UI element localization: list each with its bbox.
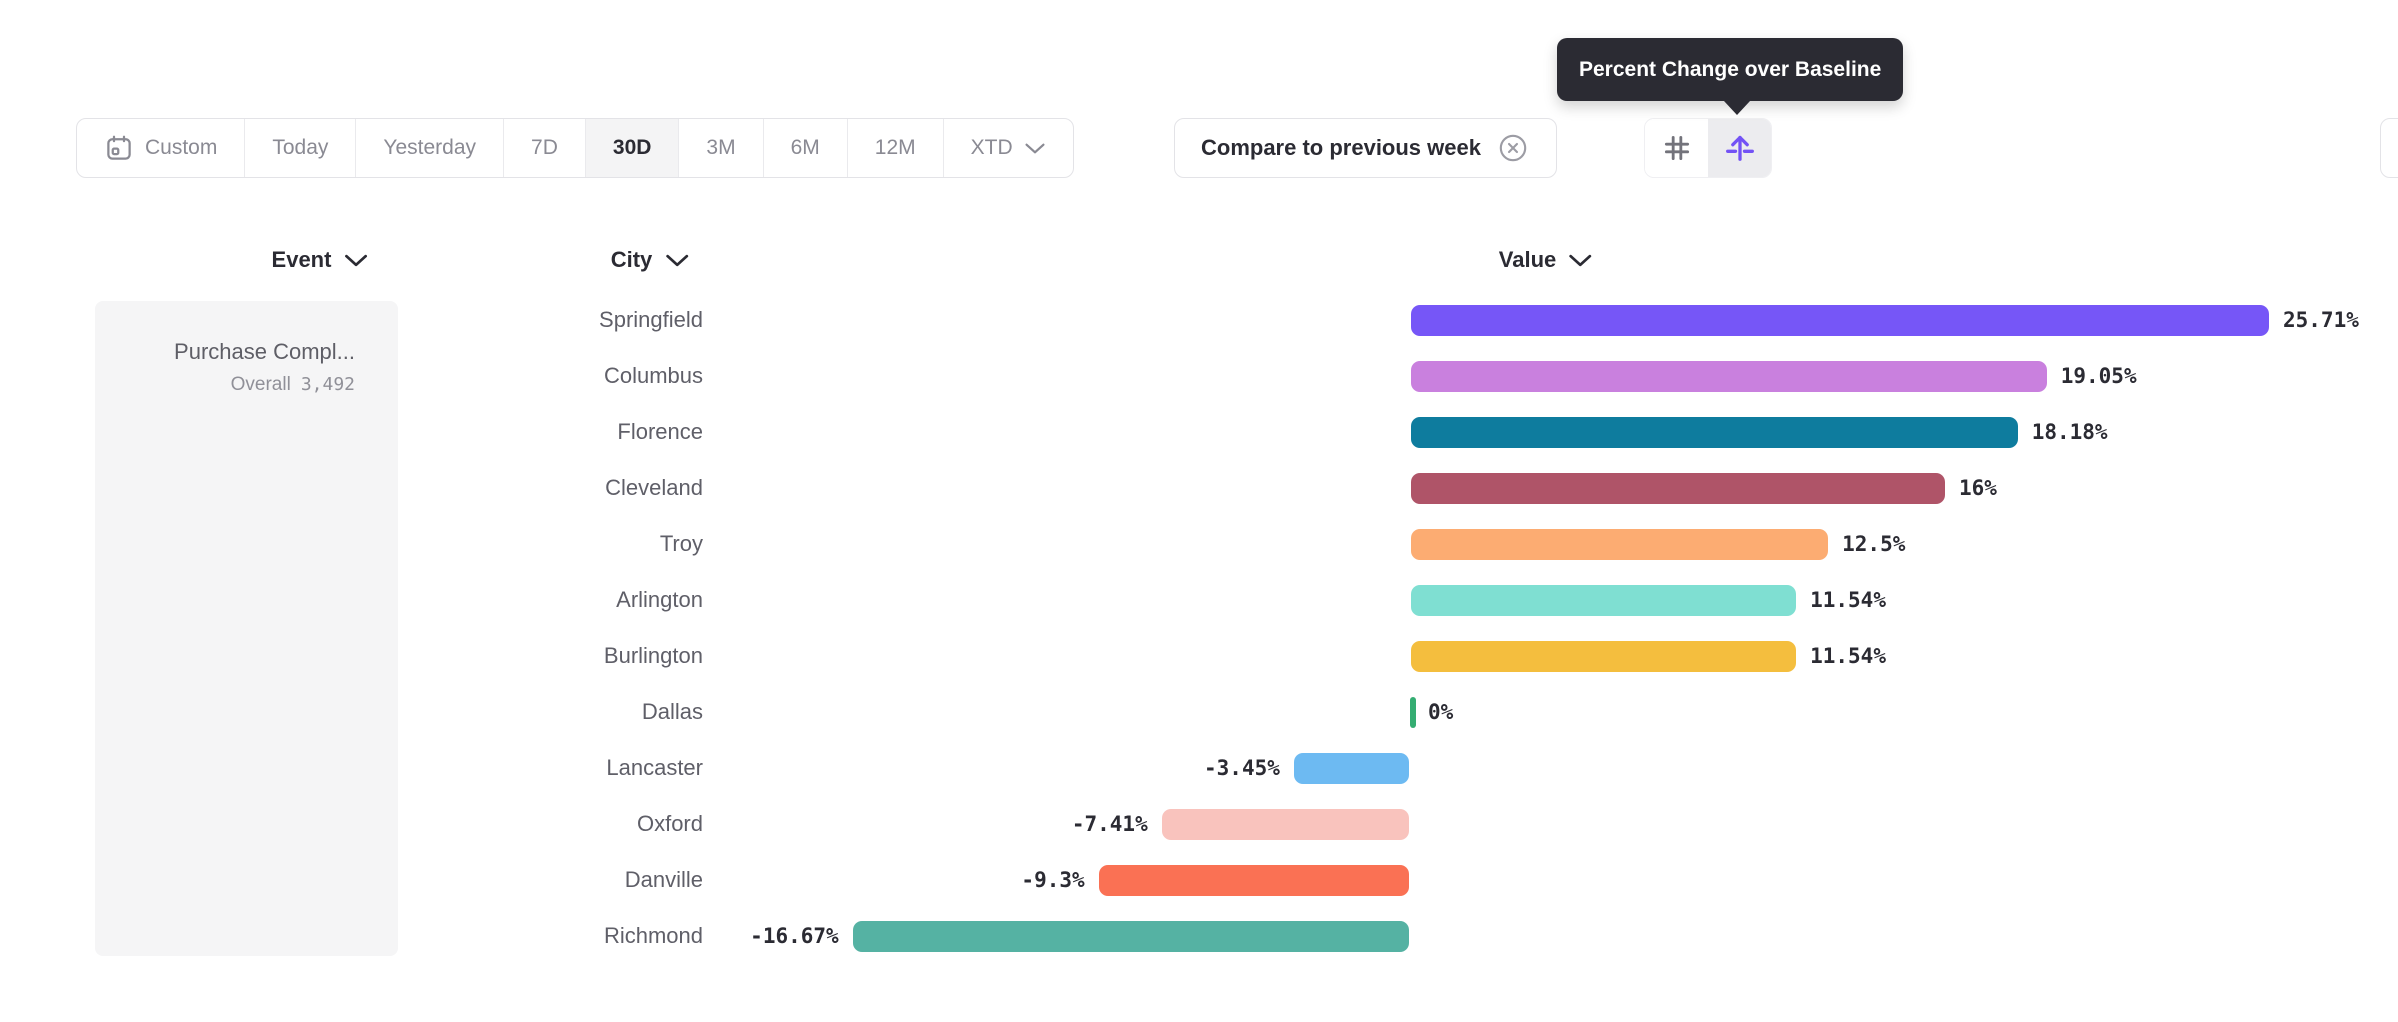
value-label: 25.71% [2283, 308, 2359, 332]
date-range-30d[interactable]: 30D [584, 119, 679, 177]
event-title: Purchase Compl... [174, 339, 355, 364]
value-label: 12.5% [1842, 532, 1906, 556]
value-label: 18.18% [2031, 420, 2108, 444]
chevron-down-icon [344, 254, 367, 266]
bar[interactable] [1293, 752, 1409, 784]
value-label: -3.45% [1204, 756, 1280, 780]
city-label: Lancaster [606, 755, 703, 780]
value-label: 19.05% [2060, 364, 2137, 388]
city-label: Springfield [599, 307, 703, 332]
value-label: 0% [1428, 700, 1454, 724]
value-label: 16% [1958, 476, 1997, 500]
value-label: -16.67% [750, 924, 839, 948]
date-range-yesterday[interactable]: Yesterday [355, 119, 503, 177]
compare-to-previous-week-chip[interactable]: Compare to previous week [1174, 118, 1557, 178]
bar[interactable] [1410, 696, 1416, 728]
date-range-label: 7D [531, 136, 558, 159]
chevron-down-icon [1569, 254, 1592, 266]
bar[interactable] [1411, 360, 2047, 392]
bar[interactable] [1411, 528, 1829, 560]
date-range-label: Today [272, 136, 329, 159]
bar[interactable] [1411, 304, 2269, 336]
date-range-label: 6M [790, 136, 820, 159]
value-label: 11.54% [1810, 588, 1886, 612]
chevron-down-icon [665, 254, 688, 266]
tooltip-text: Percent Change over Baseline [1579, 57, 1882, 81]
chevron-down-icon [1025, 143, 1045, 153]
date-range-label: Yesterday [383, 136, 477, 159]
city-label: Columbus [603, 363, 703, 388]
city-label: Dallas [641, 699, 703, 724]
city-label: Richmond [603, 923, 703, 948]
date-range-custom[interactable]: Custom [77, 119, 244, 177]
city-label: Arlington [616, 587, 703, 612]
event-metric-value: 3,492 [300, 374, 355, 395]
date-range-xtd[interactable]: XTD [942, 119, 1073, 177]
bar[interactable] [1411, 416, 2018, 448]
bar[interactable] [852, 920, 1409, 952]
bar[interactable] [1161, 808, 1409, 840]
column-header-event[interactable]: Event [272, 247, 369, 273]
date-range-label: 3M [706, 136, 736, 159]
column-header-label: City [610, 247, 653, 272]
bar[interactable] [1411, 640, 1797, 672]
city-label: Troy [659, 531, 703, 556]
absolute-values-button[interactable] [1645, 119, 1708, 177]
grid-hash-icon [1664, 135, 1689, 161]
date-range-picker: Custom Today Yesterday 7D 30D 3M 6M 12M … [76, 118, 1074, 178]
event-overall-metric: Overall 3,492 [95, 374, 355, 396]
bar[interactable] [1098, 864, 1409, 896]
compare-chip-label: Compare to previous week [1201, 135, 1481, 160]
date-range-6m[interactable]: 6M [762, 119, 847, 177]
column-header-value[interactable]: Value [1499, 247, 1593, 273]
event-card-purchase-complete[interactable]: Purchase Compl... Overall 3,492 [95, 301, 398, 396]
date-range-label: Custom [145, 136, 218, 159]
event-metric-label: Overall [230, 374, 291, 395]
date-range-label: XTD [970, 136, 1013, 159]
bar[interactable] [1411, 584, 1797, 616]
date-range-7d[interactable]: 7D [503, 119, 585, 177]
date-range-label: 30D [612, 136, 652, 159]
date-range-3m[interactable]: 3M [678, 119, 762, 177]
city-label: Danville [624, 867, 703, 892]
city-label: Cleveland [605, 475, 703, 500]
event-panel: Purchase Compl... Overall 3,492 [95, 301, 398, 956]
value-label: -9.3% [1021, 868, 1085, 892]
tooltip-pointer [1724, 101, 1750, 115]
date-range-12m[interactable]: 12M [846, 119, 943, 177]
city-label: Oxford [636, 811, 703, 836]
column-header-label: Value [1498, 247, 1557, 272]
city-label: Burlington [603, 643, 703, 668]
clipped-toolbar-button[interactable] [2380, 118, 2398, 178]
chart-display-toggle [1644, 118, 1772, 178]
percent-change-over-baseline-icon [1725, 135, 1754, 161]
column-header-city[interactable]: City [611, 247, 690, 273]
date-range-today[interactable]: Today [244, 119, 355, 177]
tooltip-percent-change-over-baseline: Percent Change over Baseline [1557, 38, 1904, 115]
column-header-label: Event [271, 247, 332, 272]
bar[interactable] [1411, 472, 1945, 504]
circle-x-icon[interactable] [1496, 131, 1530, 165]
city-label: Florence [617, 419, 703, 444]
percent-change-over-baseline-button[interactable] [1708, 119, 1771, 177]
date-range-label: 12M [874, 136, 916, 159]
value-label: 11.54% [1810, 644, 1886, 668]
value-label: -7.41% [1071, 812, 1148, 836]
calendar-icon [107, 135, 131, 160]
